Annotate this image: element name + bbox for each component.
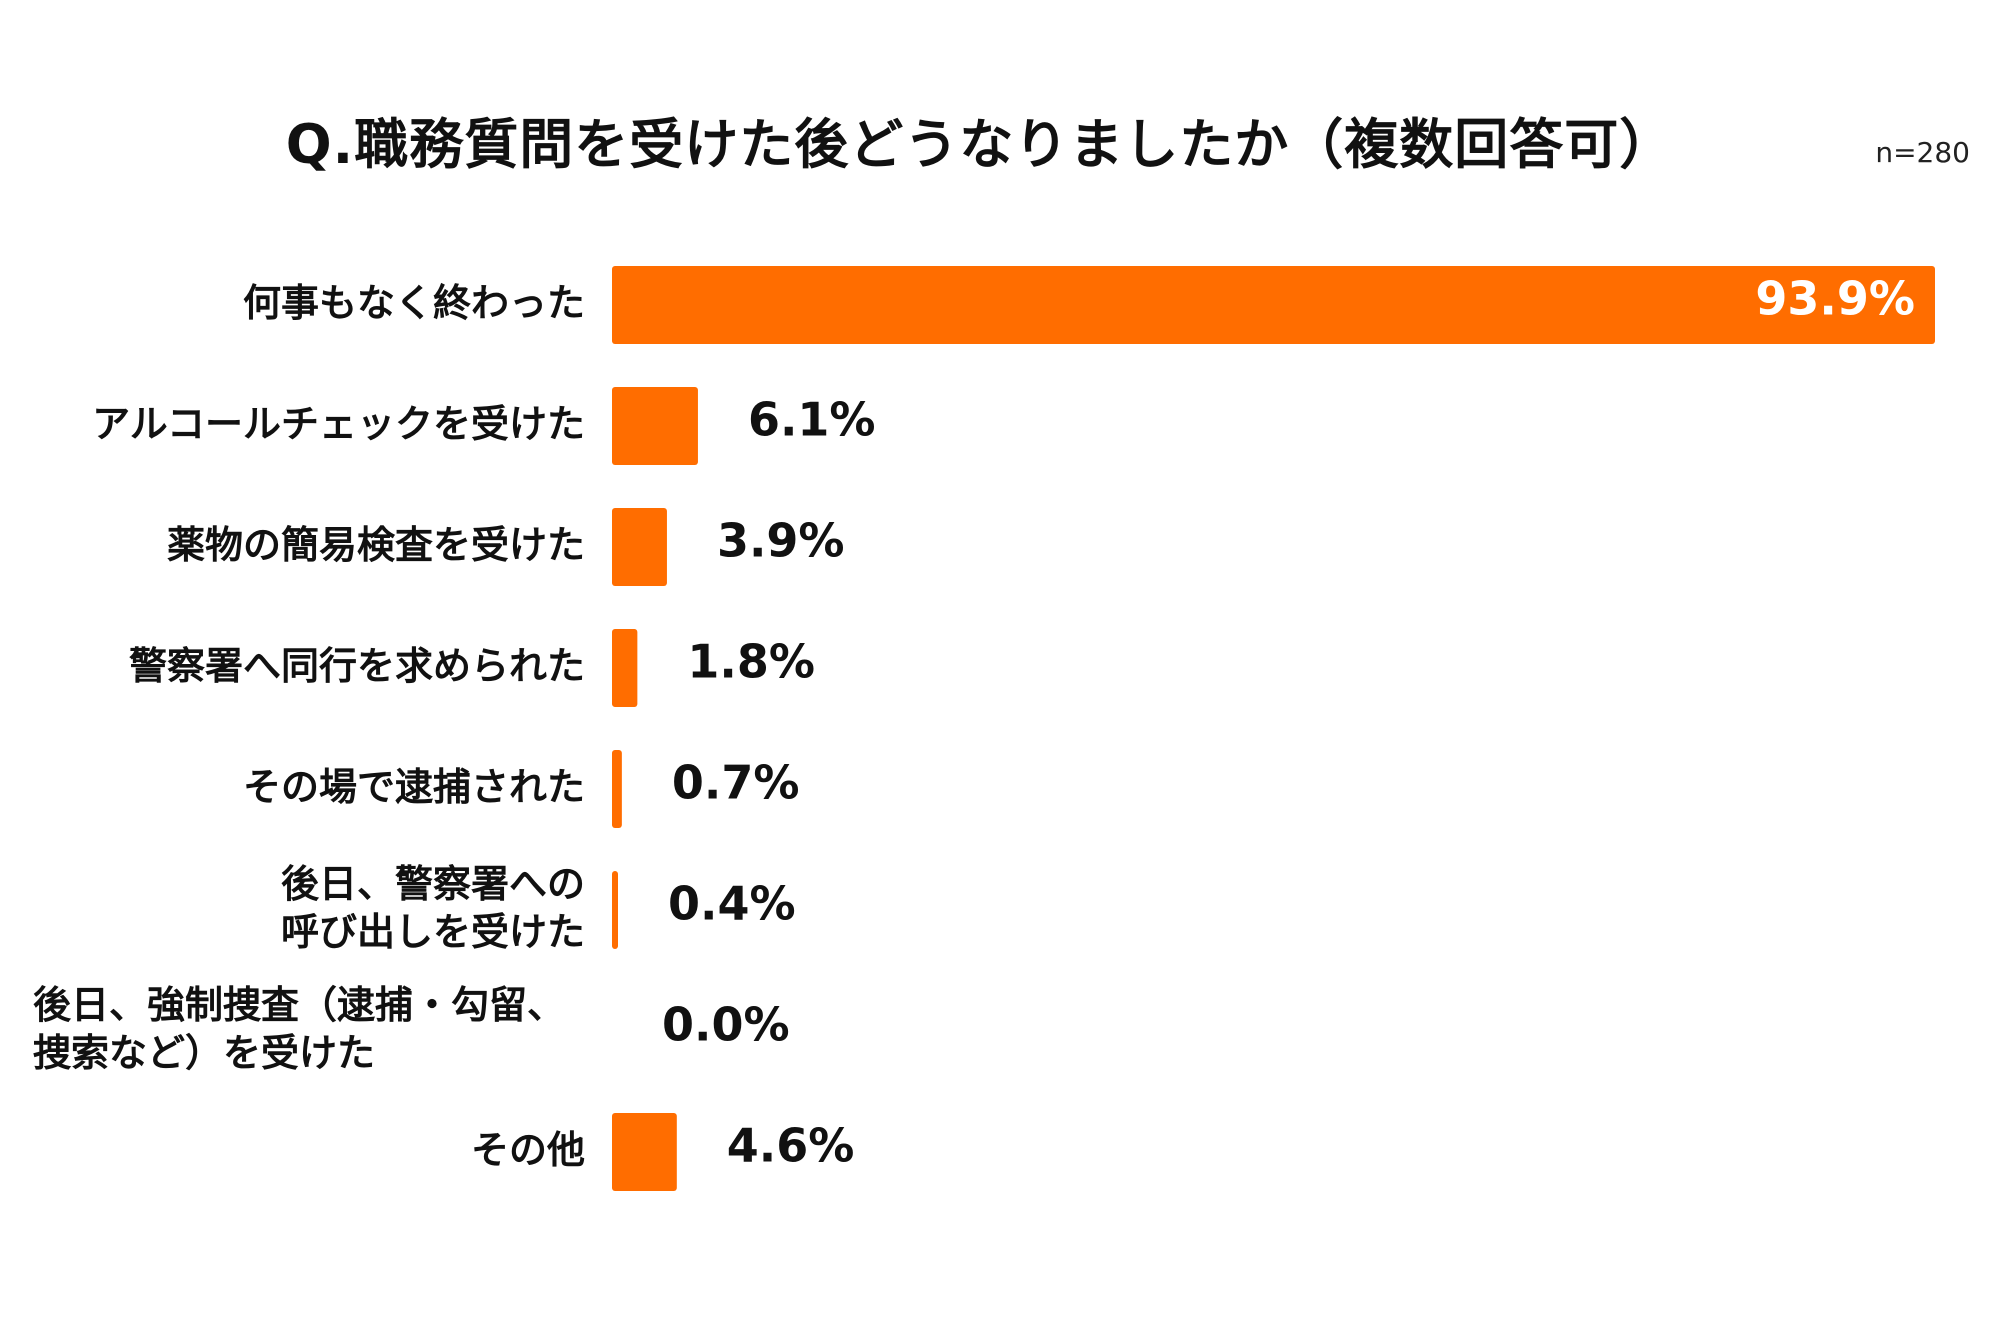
category-label: 後日、強制捜査（逮捕・勾留、捜索など）を受けた <box>33 983 565 1075</box>
bars-layer: 何事もなく終わった 93.9% アルコールチェックを受けた 6.1% 薬物の簡易検査を受… <box>33 266 1935 1191</box>
bar <box>612 629 638 707</box>
category-label: その場で逮捕された <box>243 765 585 809</box>
bar <box>612 1113 677 1191</box>
bar <box>612 266 1935 344</box>
bar <box>612 508 667 586</box>
value-label: 3.9% <box>717 514 845 568</box>
sample-size-note: n=280 <box>1875 136 1970 169</box>
value-label: 6.1% <box>748 393 876 447</box>
category-label: その他 <box>471 1128 585 1172</box>
category-label: 警察署へ同行を求められた <box>129 644 585 688</box>
value-label: 0.4% <box>668 877 796 931</box>
chart-title: Q.職務質問を受けた後どうなりましたか（複数回答可） <box>285 113 1675 176</box>
value-label: 93.9% <box>1755 272 1915 326</box>
value-label: 0.7% <box>672 756 800 810</box>
value-label: 4.6% <box>727 1119 855 1173</box>
value-label: 1.8% <box>687 635 815 689</box>
category-label: 薬物の簡易検査を受けた <box>167 523 585 567</box>
category-label: アルコールチェックを受けた <box>92 402 585 446</box>
bar <box>612 871 618 949</box>
category-label: 何事もなく終わった <box>243 281 585 325</box>
category-label: 後日、警察署への呼び出しを受けた <box>281 862 585 954</box>
bar <box>612 750 622 828</box>
bar <box>612 387 698 465</box>
value-label: 0.0% <box>662 998 790 1052</box>
